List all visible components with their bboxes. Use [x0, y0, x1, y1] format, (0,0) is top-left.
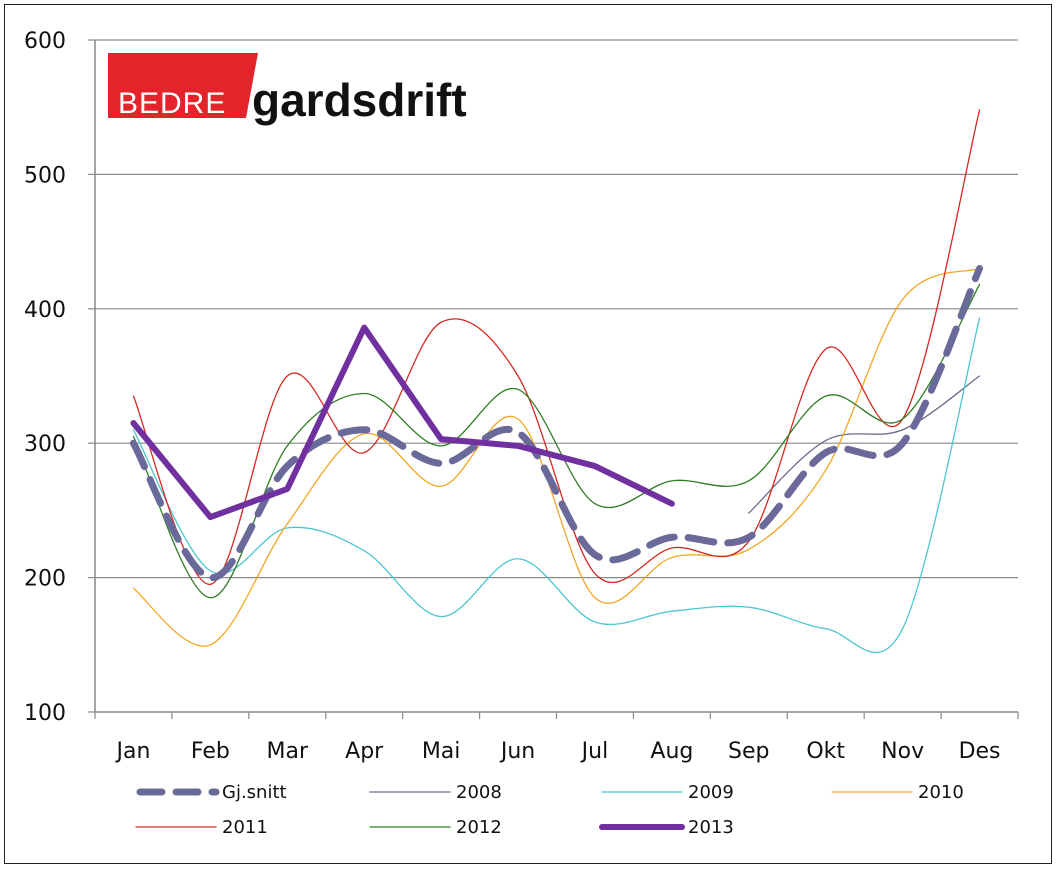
legend-item-2008: 2008 [370, 782, 502, 803]
bedre-gardsdrift-logo: BEDRE gardsdrift [108, 53, 467, 126]
legend-item-2010: 2010 [832, 782, 964, 803]
series-line-2008 [749, 376, 980, 513]
legend-item-2012: 2012 [370, 817, 502, 838]
y-tick-label-300: 300 [24, 432, 66, 457]
legend-item-2009: 2009 [602, 782, 734, 803]
legend: Gj.snitt 2008 2009 2010 2011 2012 2013 [136, 782, 964, 838]
x-tick-label-mar: Mar [267, 739, 309, 764]
series-line-gj-snitt [133, 268, 979, 577]
legend-item-2011: 2011 [136, 817, 268, 838]
legend-label: 2012 [456, 817, 502, 838]
series-lines [133, 110, 979, 653]
y-tick-label-200: 200 [24, 567, 66, 592]
x-tick-label-mai: Mai [422, 739, 461, 764]
logo-text-bedre: BEDRE [118, 87, 226, 120]
legend-label: 2008 [456, 782, 502, 803]
x-tick-label-feb: Feb [191, 739, 230, 764]
legend-label: 2009 [688, 782, 734, 803]
axes [88, 40, 1018, 719]
x-tick-labels: Jan Feb Mar Apr Mai Jun Jul Aug Sep Okt Nov Des [114, 739, 1000, 764]
x-tick-label-jul: Jul [580, 739, 609, 764]
y-tick-label-100: 100 [24, 701, 66, 726]
y-tick-label-400: 400 [24, 298, 66, 323]
logo-text-gardsdrift: gardsdrift [252, 74, 467, 126]
x-tick-label-apr: Apr [345, 739, 384, 764]
y-tick-label-500: 500 [24, 163, 66, 188]
x-tick-label-sep: Sep [728, 739, 769, 764]
x-tick-label-jan: Jan [114, 739, 150, 764]
x-tick-label-des: Des [959, 739, 1001, 764]
x-tick-label-jun: Jun [499, 739, 535, 764]
y-tick-labels: 100 200 300 400 500 600 [24, 29, 66, 726]
x-tick-label-nov: Nov [881, 739, 924, 764]
y-tick-label-600: 600 [24, 29, 66, 54]
legend-item-2013: 2013 [602, 817, 734, 838]
legend-label: Gj.snitt [222, 782, 287, 803]
grid-lines [95, 40, 1018, 578]
x-tick-label-okt: Okt [806, 739, 845, 764]
series-line-2012 [133, 285, 979, 598]
legend-label: 2013 [688, 817, 734, 838]
legend-item-gj-snitt: Gj.snitt [140, 782, 287, 803]
legend-label: 2011 [222, 817, 268, 838]
series-line-2013 [133, 328, 671, 518]
x-tick-label-aug: Aug [650, 739, 693, 764]
legend-label: 2010 [918, 782, 964, 803]
